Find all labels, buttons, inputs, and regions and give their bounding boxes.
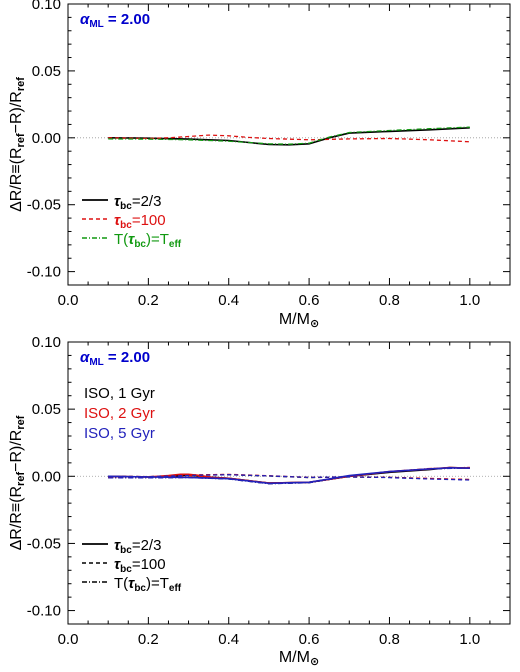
panel-top-alpha-annotation: αML = 2.00 bbox=[80, 11, 150, 30]
panel-top-ytick-label: 0.10 bbox=[32, 0, 61, 13]
panel-bottom-ytick-label: 0.05 bbox=[32, 401, 61, 418]
panel-bottom-age-label: ISO, 1 Gyr bbox=[84, 385, 155, 402]
panel-top-ytick-label: 0.05 bbox=[32, 63, 61, 80]
panel-top-series-line bbox=[108, 134, 470, 143]
panel-bottom-xtick-label: 0.2 bbox=[138, 631, 159, 648]
panel-top-legend-label: T(τbc)=Teff bbox=[114, 231, 182, 250]
panel-bottom-series-line bbox=[108, 467, 470, 485]
panel-top-legend-label: τbc=100 bbox=[114, 212, 166, 231]
panel-top-x-axis-label: M/M⊙ bbox=[279, 311, 319, 330]
panel-bottom-ytick-label: 0.10 bbox=[32, 334, 61, 351]
panel-top-ytick-label: 0.00 bbox=[32, 130, 61, 147]
panel-bottom-y-axis-label: ΔR/R≡(Rref−R)/Rref bbox=[8, 415, 27, 550]
panel-bottom-xtick-label: 0.4 bbox=[218, 631, 239, 648]
panel-bottom-legend-label: τbc=100 bbox=[114, 556, 166, 575]
panel-top-xtick-label: 0.4 bbox=[218, 292, 239, 309]
panel-top-xtick-label: 1.0 bbox=[459, 292, 480, 309]
panel-top-legend-label: τbc=2/3 bbox=[114, 193, 161, 212]
panel-top-xtick-label: 0.6 bbox=[299, 292, 320, 309]
panel-top-xtick-label: 0.8 bbox=[379, 292, 400, 309]
panel-bottom-legend-label: τbc=2/3 bbox=[114, 537, 161, 556]
panel-bottom-alpha-annotation: αML = 2.00 bbox=[80, 349, 150, 368]
panel-bottom-age-label: ISO, 2 Gyr bbox=[84, 405, 155, 422]
panel-bottom-legend-label: T(τbc)=Teff bbox=[114, 575, 182, 594]
panel-top-xtick-label: 0.2 bbox=[138, 292, 159, 309]
panel-bottom-ytick-label: 0.00 bbox=[32, 468, 61, 485]
panel-top-series-line bbox=[108, 126, 470, 145]
panel-bottom-xtick-label: 0.8 bbox=[379, 631, 400, 648]
panel-bottom-age-label: ISO, 5 Gyr bbox=[84, 425, 155, 442]
panel-bottom-ytick-label: -0.05 bbox=[27, 535, 61, 552]
panel-bottom: 0.0 0.2 0.4 0.6 0.8 1.0 -0.10 -0.05 0.00 0.05 0.10… bbox=[8, 334, 511, 668]
panel-top-ytick-label: -0.10 bbox=[27, 264, 61, 281]
panel-top: 0.0 0.2 0.4 0.6 0.8 1.0 -0.10 -0.05 0.00 0.05 0.10… bbox=[8, 0, 511, 330]
panel-top-ytick-label: -0.05 bbox=[27, 197, 61, 214]
panel-bottom-xtick-label: 0.6 bbox=[299, 631, 320, 648]
panel-bottom-x-axis-label: M/M⊙ bbox=[279, 649, 319, 668]
panel-top-xtick-label: 0.0 bbox=[58, 292, 79, 309]
panel-bottom-xtick-label: 1.0 bbox=[459, 631, 480, 648]
panel-top-series-line bbox=[108, 127, 470, 146]
panel-top-y-axis-label: ΔR/R≡(Rref−R)/Rref bbox=[8, 77, 27, 212]
panel-bottom-series-line bbox=[108, 474, 470, 481]
panel-bottom-xtick-label: 0.0 bbox=[58, 631, 79, 648]
panel-bottom-ytick-label: -0.10 bbox=[27, 603, 61, 620]
